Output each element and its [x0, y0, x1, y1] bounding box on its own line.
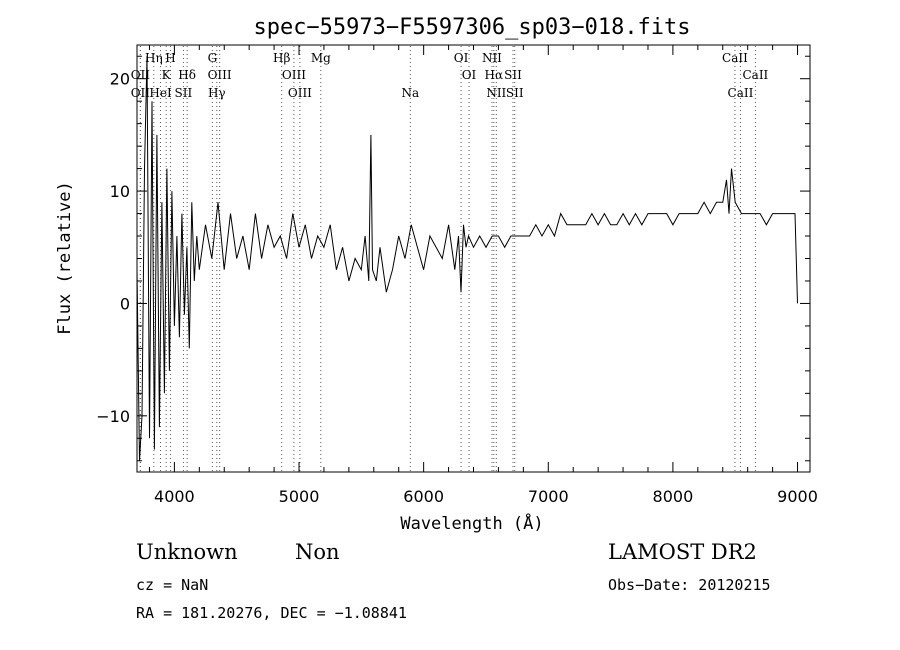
line-label: OIII	[282, 68, 306, 82]
line-label: NII	[482, 51, 502, 65]
line-label: H	[165, 51, 175, 65]
observation-date: Obs−Date: 20120215	[608, 576, 771, 594]
line-label: Hγ	[208, 86, 226, 100]
line-label: OIII	[288, 86, 312, 100]
line-label: HeI	[149, 86, 172, 100]
redshift-cz: cz = NaN	[136, 576, 209, 594]
chart-title: spec−55973−F5597306_sp03−018.fits	[253, 15, 690, 40]
plot-frame	[136, 44, 811, 473]
line-label: SII	[175, 86, 193, 100]
y-axis: −10 0 10 20	[96, 55, 810, 462]
line-label: CaII	[722, 51, 748, 65]
line-label: Hβ	[273, 51, 290, 65]
x-axis: 4000 5000 6000 7000 8000 9000	[148, 45, 818, 506]
y-tick-label: 0	[120, 294, 130, 313]
line-label: Mg	[311, 51, 331, 65]
y-tick-label: 10	[110, 182, 130, 201]
spectrum-line	[136, 56, 798, 461]
coordinates: RA = 181.20276, DEC = −1.08841	[136, 604, 407, 622]
spectral-class: Unknown	[136, 540, 238, 564]
line-label: Hη	[145, 51, 163, 65]
line-label: SII	[504, 68, 522, 82]
line-label: Hα	[485, 68, 504, 82]
line-label: NII	[486, 86, 506, 100]
line-label: CaII	[742, 68, 768, 82]
x-axis-label: Wavelength (Å)	[400, 512, 543, 534]
x-tick-label: 8000	[653, 487, 694, 506]
y-tick-label: 20	[110, 70, 130, 89]
line-label: Hδ	[178, 68, 196, 82]
spectrum-series	[136, 56, 798, 461]
line-label: Na	[401, 86, 419, 100]
x-tick-label: 4000	[154, 487, 195, 506]
spectral-subclass: Non	[295, 540, 340, 564]
line-label: K	[162, 68, 172, 82]
survey-name: LAMOST DR2	[608, 540, 757, 564]
x-tick-label: 9000	[777, 487, 818, 506]
line-markers	[139, 46, 756, 471]
x-tick-label: 7000	[528, 487, 569, 506]
y-tick-label: −10	[96, 407, 130, 426]
x-tick-label: 5000	[279, 487, 320, 506]
x-tick-label: 6000	[403, 487, 444, 506]
line-label: G	[208, 51, 218, 65]
line-label: OII	[131, 86, 151, 100]
line-label: OIII	[208, 68, 232, 82]
line-label: CaII	[728, 86, 754, 100]
line-label: OI	[462, 68, 477, 82]
line-label: OI	[454, 51, 469, 65]
y-axis-label: Flux (relative)	[55, 181, 75, 335]
line-label: SII	[506, 86, 524, 100]
